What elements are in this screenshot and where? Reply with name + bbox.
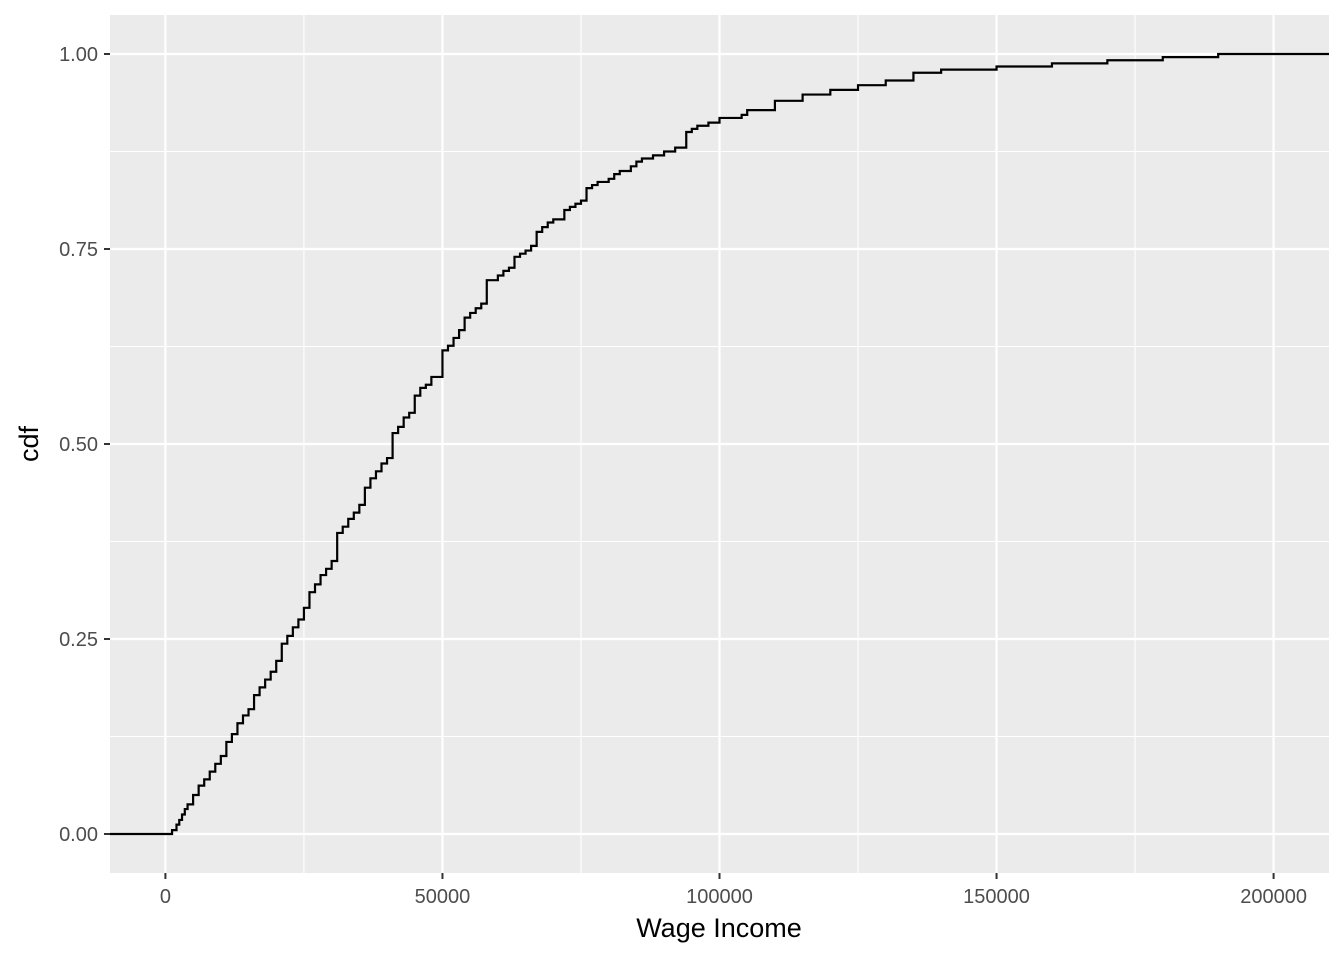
- y-tick-label: 0.25: [59, 629, 98, 651]
- x-axis: 0 50000 100000 150000 200000: [160, 873, 1307, 908]
- y-axis: 0.00 0.25 0.50 0.75 1.00: [59, 44, 110, 846]
- y-tick-label: 1.00: [59, 44, 98, 66]
- y-tick-label: 0.00: [59, 824, 98, 846]
- y-tick-label: 0.75: [59, 239, 98, 261]
- x-tick-label: 0: [160, 886, 171, 908]
- y-axis-title: cdf: [14, 425, 44, 462]
- y-tick-label: 0.50: [59, 434, 98, 456]
- x-tick-label: 50000: [415, 886, 471, 908]
- cdf-step-line: [110, 52, 1329, 836]
- x-axis-title: Wage Income: [636, 913, 802, 943]
- x-tick-label: 150000: [963, 886, 1030, 908]
- x-tick-label: 100000: [686, 886, 753, 908]
- x-tick-label: 200000: [1240, 886, 1307, 908]
- major-gridlines: [110, 15, 1329, 873]
